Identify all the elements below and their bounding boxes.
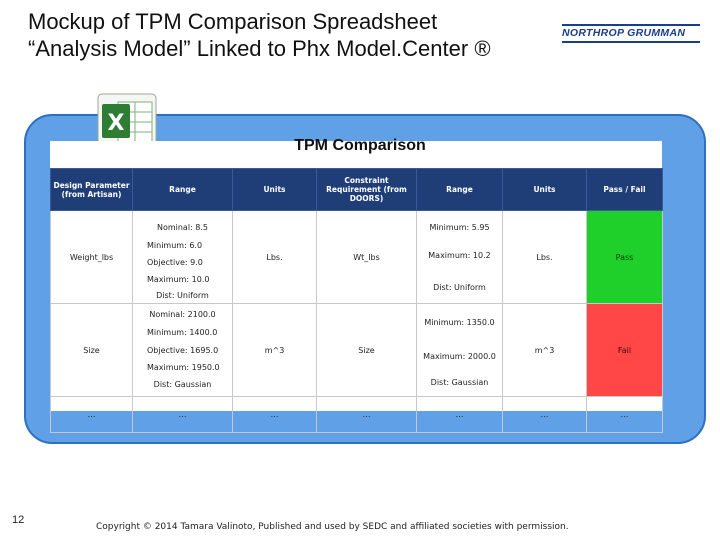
requirement-range-cell[interactable]: Minimum: 1350.0 Maximum: 2000.0 Dist: Ga…	[416, 303, 503, 397]
requirement-units-cell[interactable]: m^3	[502, 303, 587, 397]
slide-title-line-1: Mockup of TPM Comparison Spreadsheet	[28, 9, 438, 34]
header-design-range: Range	[132, 168, 233, 211]
status-badge[interactable]: Fail	[586, 303, 663, 397]
sheet-title: TPM Comparison	[294, 137, 426, 154]
parameter-cell[interactable]: Size	[50, 303, 133, 397]
svg-text:X: X	[108, 111, 125, 136]
excel-icon: X	[97, 93, 157, 151]
requirement-cell[interactable]: Size	[316, 303, 417, 397]
header-design-parameter: Design Parameter (from Artisan)	[50, 168, 133, 211]
design-maximum: Maximum: 1950.0	[147, 363, 220, 372]
design-minimum: Minimum: 1400.0	[147, 328, 218, 337]
page-number: 12	[12, 514, 25, 526]
ellipsis-cell[interactable]: …	[416, 396, 503, 433]
req-minimum: Minimum: 1350.0	[424, 318, 495, 327]
northrop-grumman-logo: NORTHROP GRUMMAN	[562, 24, 702, 46]
copyright-notice: Copyright © 2014 Tamara Valinoto, Publis…	[96, 522, 569, 532]
req-distribution: Dist: Uniform	[433, 283, 486, 292]
design-units-cell[interactable]: m^3	[232, 303, 317, 397]
ellipsis-cell[interactable]: …	[132, 396, 233, 433]
ellipsis-cell[interactable]: …	[50, 396, 133, 433]
design-objective: Objective: 9.0	[147, 258, 203, 267]
table-row-ellipsis: … … … … … … …	[50, 396, 663, 433]
design-range-cell[interactable]: Nominal: 8.5 Minimum: 6.0 Objective: 9.0…	[132, 210, 233, 304]
requirement-range-cell[interactable]: Minimum: 5.95 Maximum: 10.2 Dist: Unifor…	[416, 210, 503, 304]
logo-rule-bottom	[562, 41, 700, 43]
design-objective: Objective: 1695.0	[147, 346, 219, 355]
design-nominal: Nominal: 2100.0	[149, 310, 216, 319]
req-distribution: Dist: Gaussian	[430, 378, 489, 387]
design-units-cell[interactable]: Lbs.	[232, 210, 317, 304]
design-range-cell[interactable]: Nominal: 2100.0 Minimum: 1400.0 Objectiv…	[132, 303, 233, 397]
logo-text: NORTHROP GRUMMAN	[562, 27, 686, 39]
design-maximum: Maximum: 10.0	[147, 275, 210, 284]
logo-rule-top	[562, 24, 700, 26]
table-row: Size Nominal: 2100.0 Minimum: 1400.0 Obj…	[50, 303, 663, 397]
design-minimum: Minimum: 6.0	[147, 241, 203, 250]
ellipsis-cell[interactable]: …	[502, 396, 587, 433]
slide-title: Mockup of TPM Comparison Spreadsheet “An…	[28, 8, 548, 62]
design-distribution: Dist: Gaussian	[153, 380, 212, 389]
header-requirement-units: Units	[502, 168, 587, 211]
design-nominal: Nominal: 8.5	[156, 223, 209, 232]
header-design-units: Units	[232, 168, 317, 211]
header-constraint-requirement: Constraint Requirement (from DOORS)	[316, 168, 417, 211]
header-pass-fail: Pass / Fail	[586, 168, 663, 211]
ellipsis-cell[interactable]: …	[586, 396, 663, 433]
requirement-cell[interactable]: Wt_lbs	[316, 210, 417, 304]
table-row: Weight_lbs Nominal: 8.5 Minimum: 6.0 Obj…	[50, 210, 663, 304]
ellipsis-cell[interactable]: …	[316, 396, 417, 433]
req-maximum: Maximum: 10.2	[428, 251, 491, 260]
ellipsis-cell[interactable]: …	[232, 396, 317, 433]
slide-title-line-2: “Analysis Model” Linked to Phx Model.Cen…	[28, 36, 491, 61]
req-maximum: Maximum: 2000.0	[423, 352, 496, 361]
header-requirement-range: Range	[416, 168, 503, 211]
tpm-comparison-table: Design Parameter (from Artisan) Range Un…	[50, 168, 663, 433]
parameter-cell[interactable]: Weight_lbs	[50, 210, 133, 304]
requirement-units-cell[interactable]: Lbs.	[502, 210, 587, 304]
req-minimum: Minimum: 5.95	[429, 223, 490, 232]
status-badge[interactable]: Pass	[586, 210, 663, 304]
design-distribution: Dist: Uniform	[156, 291, 209, 300]
table-header-row: Design Parameter (from Artisan) Range Un…	[50, 168, 663, 211]
